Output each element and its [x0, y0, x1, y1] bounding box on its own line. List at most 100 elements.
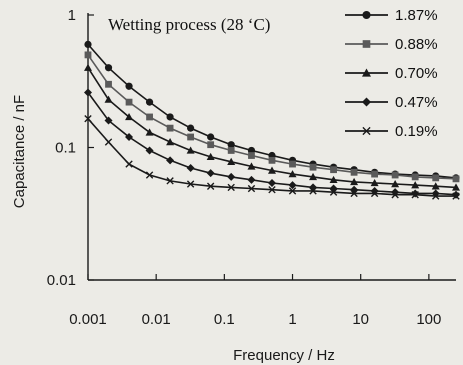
x-tick-label: 100 [416, 311, 441, 328]
x-tick-label: 0.001 [69, 311, 107, 328]
legend-label: 0.70% [395, 65, 438, 82]
data-point [452, 175, 460, 183]
data-point [105, 80, 112, 88]
data-point [329, 188, 338, 196]
data-point [248, 152, 255, 159]
legend-label: 0.47% [395, 94, 438, 111]
y-tick-label: 0.01 [47, 272, 76, 289]
data-point [166, 177, 174, 185]
data-point [84, 51, 92, 59]
data-point [145, 98, 154, 106]
data-point [145, 146, 154, 155]
legend-item: 0.88% [345, 36, 438, 53]
series-2 [84, 51, 460, 183]
data-point [187, 124, 195, 132]
chart-series [84, 40, 460, 200]
data-point [206, 182, 215, 190]
data-point [268, 156, 276, 164]
legend-marker [362, 97, 371, 107]
data-point [411, 189, 420, 198]
x-tick-label: 1 [288, 311, 296, 328]
data-point [391, 171, 399, 179]
x-tick-label: 0.01 [142, 311, 171, 328]
data-point [145, 171, 154, 179]
data-point [288, 181, 297, 190]
data-point [411, 173, 419, 181]
data-point [370, 178, 379, 187]
series-3 [84, 63, 460, 191]
data-point [268, 186, 276, 194]
legend-item: 0.19% [345, 123, 438, 140]
data-point [227, 147, 235, 154]
data-point [350, 168, 358, 176]
x-tick-label: 10 [352, 311, 369, 328]
data-point [391, 191, 399, 199]
data-point [247, 162, 256, 170]
data-point [227, 183, 235, 192]
data-point [391, 180, 400, 188]
data-point [84, 63, 92, 71]
data-point [84, 88, 92, 97]
data-point [350, 177, 359, 186]
legend-marker [362, 10, 371, 20]
data-point [288, 170, 297, 178]
y-tick-label: 0.1 [55, 140, 76, 157]
data-point [166, 138, 175, 146]
data-point [288, 187, 297, 195]
x-axis-title: Frequency / Hz [233, 347, 335, 364]
y-axis-title: Capacitance / nF [11, 95, 28, 208]
data-point [330, 166, 337, 174]
data-point [187, 133, 195, 141]
data-point [309, 187, 317, 195]
data-point [104, 95, 113, 103]
legend-item: 1.87% [345, 7, 438, 24]
data-point [186, 146, 195, 154]
legend-marker [362, 68, 371, 77]
data-point [166, 156, 175, 165]
data-point [145, 128, 154, 136]
data-point [371, 170, 379, 178]
data-point [104, 64, 113, 72]
legend-marker [362, 40, 371, 48]
data-point [431, 182, 440, 190]
legend-item: 0.70% [345, 65, 438, 82]
x-tick-label: 0.1 [214, 311, 235, 328]
data-point [206, 169, 215, 178]
data-point [309, 172, 318, 181]
data-point [125, 82, 133, 90]
data-point [452, 190, 460, 199]
data-point [104, 116, 113, 125]
data-point [125, 160, 133, 168]
data-point [289, 160, 296, 168]
data-point [206, 152, 215, 161]
data-point [207, 133, 215, 141]
series-5 [84, 114, 460, 200]
data-point [370, 189, 379, 198]
data-point [125, 133, 134, 142]
legend-marker [362, 126, 371, 136]
data-point [227, 141, 235, 149]
data-point [227, 172, 236, 181]
chart-legend: 1.87% 0.88% 0.70% 0.47% 0.19% [345, 7, 438, 140]
data-point [309, 163, 317, 171]
data-point [452, 183, 460, 191]
legend-label: 1.87% [395, 7, 438, 24]
data-point [84, 114, 92, 123]
data-point [268, 178, 276, 187]
data-point [186, 164, 195, 173]
data-point [227, 157, 236, 165]
data-point [186, 180, 195, 188]
data-point [125, 112, 134, 121]
legend-label: 0.19% [395, 123, 438, 140]
data-point [432, 174, 440, 182]
y-tick-label: 1 [68, 7, 76, 24]
data-point [166, 113, 174, 121]
data-point [104, 138, 113, 146]
legend-label: 0.88% [395, 36, 438, 53]
data-point [268, 166, 276, 174]
data-point [411, 191, 419, 199]
data-point [452, 192, 460, 200]
data-point [411, 181, 420, 189]
data-point [207, 141, 215, 149]
